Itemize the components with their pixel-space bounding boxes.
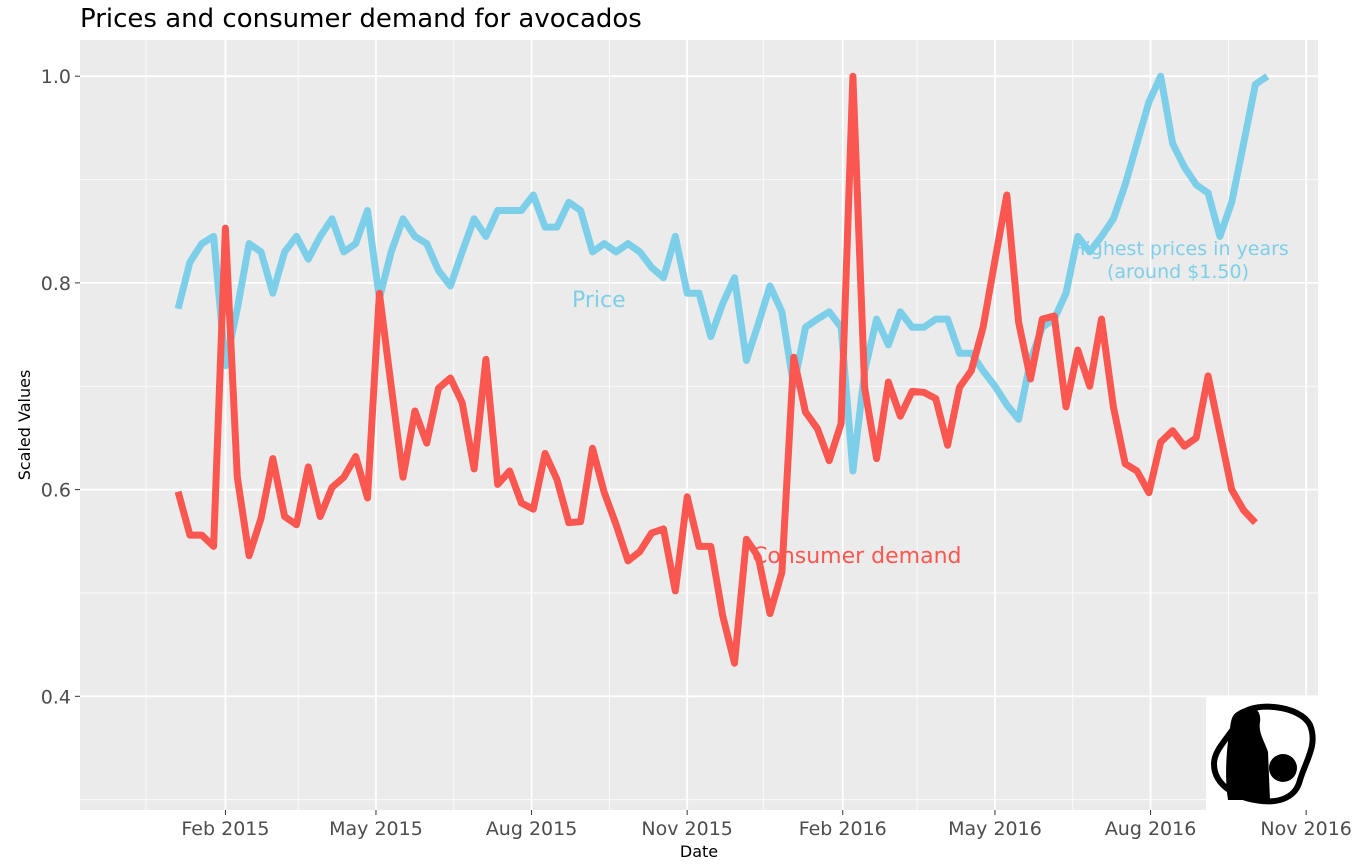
chart-title: Prices and consumer demand for avocados — [80, 4, 642, 34]
y-tick-label: 0.6 — [41, 480, 71, 502]
plot-panel — [80, 40, 1318, 810]
x-tick-label: Nov 2015 — [641, 818, 732, 840]
demand-series-label: Consumer demand — [752, 544, 962, 569]
x-tick-label: May 2016 — [948, 818, 1042, 840]
x-tick-label: Aug 2016 — [1105, 818, 1197, 840]
price-series-label: Price — [572, 288, 626, 313]
x-axis-ticks: Feb 2015 May 2015 Aug 2015 Nov 2015 Feb 2016… — [181, 810, 1352, 840]
y-tick-label: 1.0 — [41, 66, 71, 88]
avocado-icon — [1206, 696, 1318, 810]
series-line-consumer-demand — [174, 72, 1258, 667]
annotation-line-1: Highest prices in years — [1071, 238, 1289, 260]
y-tick-label: 0.8 — [41, 273, 71, 295]
x-tick-label: May 2015 — [329, 818, 423, 840]
x-tick-label: Aug 2015 — [486, 818, 578, 840]
x-tick-label: Feb 2015 — [181, 818, 269, 840]
grid-minor — [80, 40, 1318, 810]
series-layer — [174, 72, 1270, 667]
x-tick-label: Feb 2016 — [799, 818, 887, 840]
annotation-line-2: (around $1.50) — [1107, 261, 1249, 283]
x-tick-label: Nov 2016 — [1260, 818, 1351, 840]
grid-major — [80, 40, 1318, 810]
series-line-price — [174, 72, 1270, 475]
y-axis-label: Scaled Values — [15, 370, 34, 481]
y-tick-label: 0.4 — [41, 686, 71, 708]
x-axis-label: Date — [680, 842, 718, 861]
y-axis-ticks: 0.4 0.6 0.8 1.0 — [41, 66, 80, 708]
